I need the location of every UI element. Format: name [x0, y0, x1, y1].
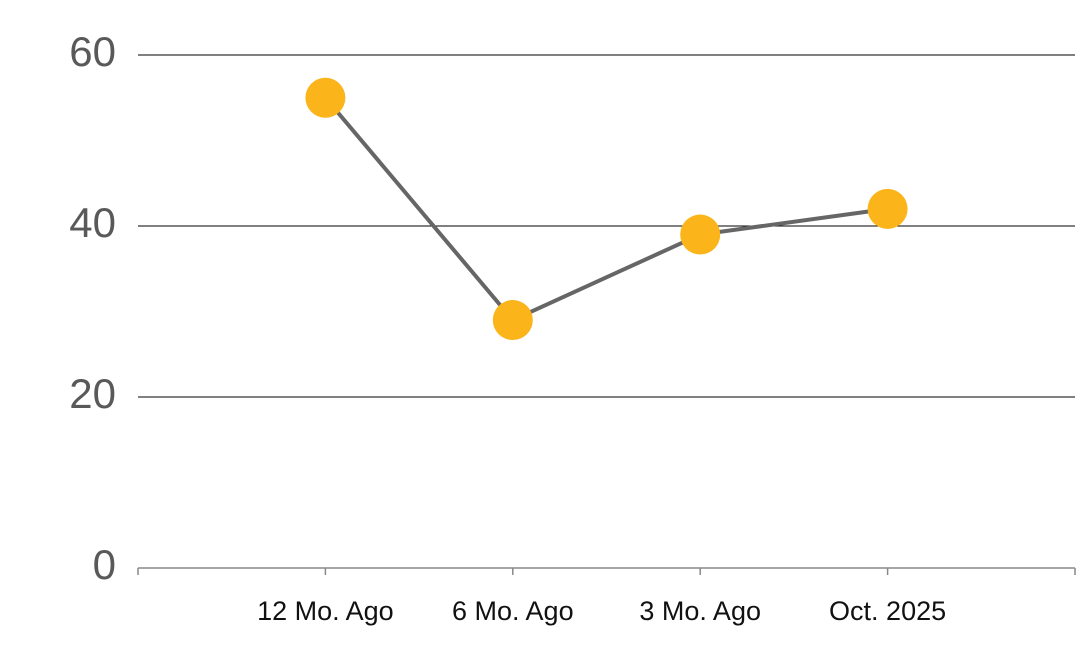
marker: [492, 300, 533, 341]
x-tick-label: 3 Mo. Ago: [639, 596, 761, 626]
marker: [305, 77, 346, 118]
y-tick-label: 0: [93, 541, 116, 588]
x-tick-label: Oct. 2025: [829, 596, 946, 626]
y-tick-label: 40: [69, 199, 116, 246]
y-tick-label: 20: [69, 370, 116, 417]
marker: [867, 188, 908, 229]
marker: [680, 214, 721, 255]
x-tick-label: 6 Mo. Ago: [452, 596, 574, 626]
line: [323, 96, 888, 323]
y-tick-label: 60: [69, 28, 116, 75]
x-tick-label: 12 Mo. Ago: [257, 596, 394, 626]
